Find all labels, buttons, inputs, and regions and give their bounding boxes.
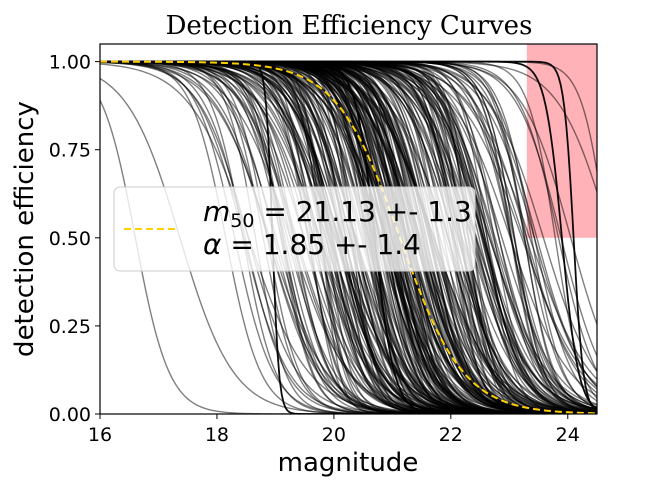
legend-alpha-symbol: α [203,228,222,261]
x-tick-label: 18 [205,424,229,446]
y-tick-label: 0.50 [49,228,91,250]
y-axis-label: detection efficiency [10,101,40,357]
chart-title: Detection Efficiency Curves [166,11,533,41]
y-tick-label: 1.00 [49,52,91,74]
legend-m50-value: = 21.13 +- 1.3 [254,195,471,228]
x-tick-label: 16 [88,424,112,446]
legend-alpha-value: = 1.85 +- 1.4 [221,228,421,261]
x-tick-label: 24 [556,424,580,446]
y-tick-label: 0.75 [49,140,91,162]
plot-frame [99,43,598,415]
legend: m50 = 21.13 +- 1.3 α = 1.85 +- 1.4 [113,186,476,272]
x-tick-label: 20 [322,424,346,446]
y-tick-label: 0.25 [49,316,91,338]
x-tick-label: 22 [439,424,463,446]
best-fit-curve [100,60,597,414]
legend-m50-symbol: m [203,195,230,228]
x-axis-label: magnitude [278,448,419,478]
shaded-region [526,44,597,238]
legend-alpha-text: α = 1.85 +- 1.4 [203,228,421,261]
legend-m50-subscript: 50 [230,210,254,232]
sample-curve [100,99,597,414]
legend-box [113,186,476,272]
sample-curve [100,60,597,414]
y-tick-label: 0.00 [49,404,91,426]
legend-m50-text: m50 = 21.13 +- 1.3 [203,195,472,232]
